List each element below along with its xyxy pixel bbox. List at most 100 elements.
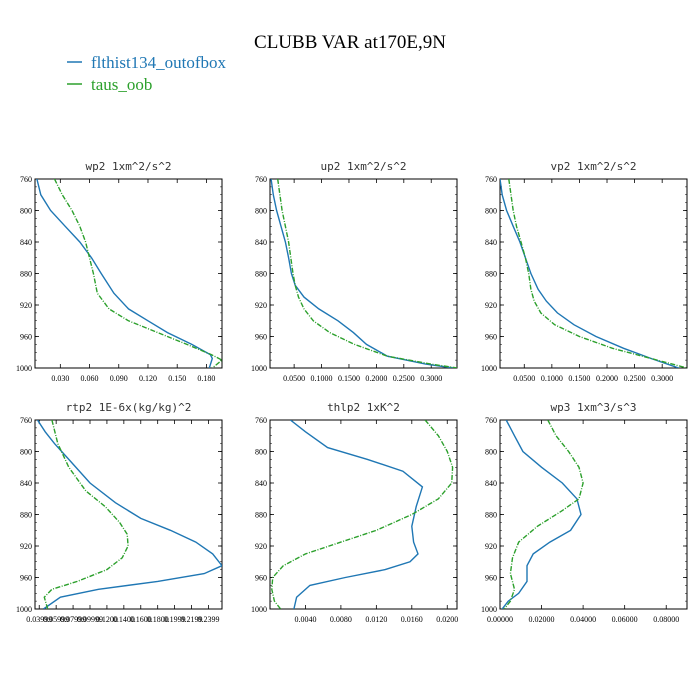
y-tick-label: 840 — [20, 479, 32, 488]
series-line-flthist134 — [500, 179, 679, 368]
y-tick-label: 880 — [255, 511, 267, 520]
panel-title: thlp2 1xK^2 — [327, 401, 400, 414]
chart-panel-4: rtp2 1E-6x(kg/kg)^2 760 800 840 880 920 960 100… — [16, 401, 223, 624]
y-tick-label: 760 — [255, 175, 267, 184]
y-tick-label: 840 — [255, 479, 267, 488]
y-tick-label: 960 — [20, 574, 32, 583]
y-tick-label: 920 — [20, 542, 32, 551]
x-tick-label: 0.180 — [197, 374, 215, 383]
y-tick-label: 1000 — [251, 364, 267, 373]
x-tick-label: 0.0500 — [513, 374, 535, 383]
y-tick-label: 920 — [20, 301, 32, 310]
y-tick-label: 960 — [485, 333, 497, 342]
x-tick-label: 0.0500 — [283, 374, 305, 383]
legend: flthist134_outofbox taus_oob — [67, 53, 227, 94]
y-tick-label: 760 — [20, 416, 32, 425]
series-line-taus-oob — [43, 420, 129, 609]
y-tick-label: 1000 — [481, 364, 497, 373]
y-tick-label: 1000 — [481, 605, 497, 614]
y-tick-label: 840 — [255, 238, 267, 247]
plot-frame — [34, 419, 223, 610]
y-tick-label: 840 — [20, 238, 32, 247]
panel-title: wp2 1xm^2/s^2 — [85, 160, 171, 173]
y-tick-label: 800 — [485, 448, 497, 457]
y-tick-label: 960 — [20, 333, 32, 342]
x-tick-label: 0.07999 — [60, 615, 86, 624]
x-tick-label: 0.1600 — [130, 615, 152, 624]
y-tick-label: 920 — [485, 301, 497, 310]
legend-label-taus-oob: taus_oob — [91, 75, 152, 94]
chart-panel-1: wp2 1xm^2/s^2 760 800 840 880 920 960 1000 0.030… — [16, 160, 223, 383]
y-tick-label: 1000 — [16, 364, 32, 373]
y-tick-label: 1000 — [16, 605, 32, 614]
y-tick-label: 800 — [255, 448, 267, 457]
x-tick-label: 0.08000 — [653, 615, 679, 624]
y-tick-label: 840 — [485, 238, 497, 247]
panel-title: rtp2 1E-6x(kg/kg)^2 — [66, 401, 192, 414]
x-tick-label: 0.150 — [168, 374, 186, 383]
series-line-taus-oob — [53, 179, 222, 368]
x-tick-label: 0.1500 — [568, 374, 590, 383]
y-tick-label: 880 — [485, 270, 497, 279]
y-tick-label: 800 — [485, 207, 497, 216]
x-tick-label: 0.09999 — [77, 615, 103, 624]
series-line-taus-oob — [508, 179, 687, 368]
x-tick-label: 0.060 — [81, 374, 99, 383]
x-tick-label: 0.0040 — [294, 615, 316, 624]
y-tick-label: 880 — [20, 511, 32, 520]
x-tick-label: 0.0080 — [330, 615, 352, 624]
y-tick-label: 840 — [485, 479, 497, 488]
y-tick-label: 760 — [20, 175, 32, 184]
x-tick-label: 0.3000 — [420, 374, 442, 383]
x-tick-label: 0.2500 — [393, 374, 415, 383]
series-line-flthist134 — [36, 420, 222, 609]
series-line-flthist134 — [36, 179, 214, 368]
x-tick-label: 0.090 — [110, 374, 128, 383]
y-tick-label: 960 — [485, 574, 497, 583]
x-tick-label: 0.0200 — [436, 615, 458, 624]
y-tick-label: 960 — [255, 574, 267, 583]
x-tick-label: 0.1000 — [311, 374, 333, 383]
chart-panel-3: vp2 1xm^2/s^2 760 800 840 880 920 960 1000 0.050… — [481, 160, 688, 383]
chart-panel-6: wp3 1xm^3/s^3 760 800 840 880 920 960 10000.000… — [481, 401, 688, 624]
y-tick-label: 920 — [485, 542, 497, 551]
y-tick-label: 920 — [255, 301, 267, 310]
y-tick-label: 1000 — [251, 605, 267, 614]
plot-frame — [269, 178, 458, 369]
y-tick-label: 880 — [485, 511, 497, 520]
panel-title: up2 1xm^2/s^2 — [320, 160, 406, 173]
x-tick-label: 0.02000 — [529, 615, 555, 624]
y-tick-label: 760 — [255, 416, 267, 425]
x-tick-label: 0.1999 — [164, 615, 186, 624]
y-tick-label: 800 — [255, 207, 267, 216]
x-tick-label: 0.0160 — [401, 615, 423, 624]
x-tick-label: 0.05999 — [43, 615, 69, 624]
x-tick-label: 0.1200 — [96, 615, 118, 624]
series-line-taus-oob — [277, 179, 457, 368]
x-tick-label: 0.06000 — [612, 615, 638, 624]
x-tick-label: 0.2399 — [197, 615, 219, 624]
series-line-flthist134 — [289, 420, 424, 609]
x-tick-label: 0.03999 — [26, 615, 52, 624]
plot-frame — [499, 419, 688, 610]
plot-frame — [34, 178, 223, 369]
y-tick-label: 800 — [20, 207, 32, 216]
y-tick-label: 960 — [255, 333, 267, 342]
y-tick-label: 920 — [255, 542, 267, 551]
series-line-taus-oob — [271, 420, 454, 609]
y-tick-label: 880 — [255, 270, 267, 279]
series-line-flthist134 — [270, 179, 454, 368]
x-tick-label: 0.1000 — [541, 374, 563, 383]
y-tick-label: 880 — [20, 270, 32, 279]
plot-frame — [269, 419, 458, 610]
figure-title: CLUBB VAR at170E,9N — [254, 32, 446, 53]
x-tick-label: 0.2199 — [181, 615, 203, 624]
x-tick-label: 0.1800 — [147, 615, 169, 624]
x-tick-label: 0.120 — [139, 374, 157, 383]
legend-label-flthist134: flthist134_outofbox — [91, 53, 227, 72]
panel-title: wp3 1xm^3/s^3 — [550, 401, 636, 414]
x-tick-label: 0.04000 — [570, 615, 596, 624]
chart-panel-5: thlp2 1xK^2 760 800 840 880 920 960 1000 0.0040 0… — [251, 401, 458, 624]
x-tick-label: 0.1500 — [338, 374, 360, 383]
